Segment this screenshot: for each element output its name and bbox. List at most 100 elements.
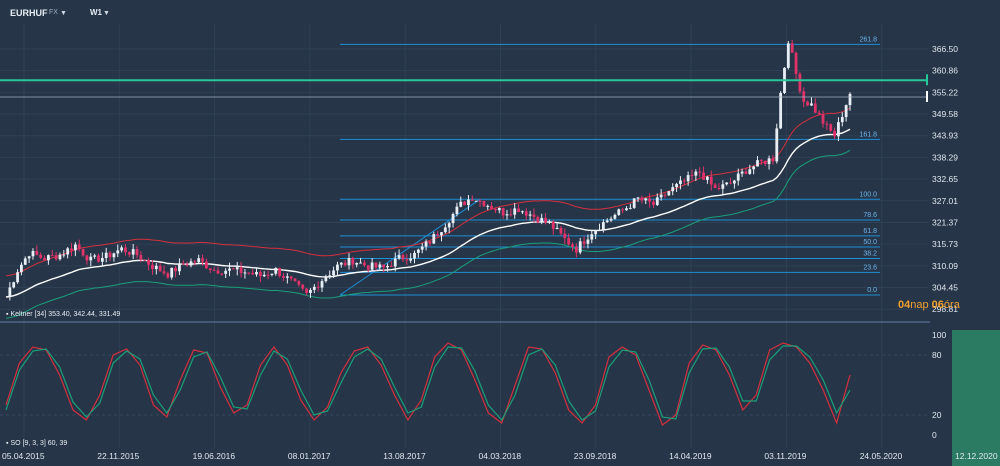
- stoch-k-line: [5, 342, 851, 426]
- candle-body: [81, 248, 85, 256]
- candle-body: [486, 205, 490, 207]
- date-tick-label: 04.03.2018: [479, 451, 522, 461]
- stochastic-oscillator: [0, 342, 930, 426]
- candle-body: [709, 176, 713, 185]
- candle-body: [667, 191, 671, 196]
- candle-body: [409, 258, 413, 261]
- caret-down-icon[interactable]: ▼: [60, 10, 67, 17]
- candle-body: [601, 222, 605, 230]
- candle-body: [752, 166, 756, 170]
- caret-down-icon[interactable]: ▼: [103, 10, 110, 17]
- candle-body: [810, 103, 813, 106]
- candle-body: [555, 227, 559, 230]
- fib-level-label: 0.0: [867, 287, 877, 294]
- candle-body: [77, 244, 81, 249]
- candle-body: [147, 260, 150, 265]
- candle-body: [85, 255, 89, 261]
- candle-body: [39, 254, 43, 258]
- candle-body: [220, 273, 224, 275]
- candle-body: [420, 246, 424, 250]
- candle-body: [582, 241, 586, 244]
- keltner-upper-value: 353.40: [48, 311, 70, 318]
- candle-body: [359, 262, 362, 264]
- keltner-upper-band: [5, 107, 851, 277]
- candle-body: [162, 271, 166, 274]
- candle-body: [436, 234, 440, 236]
- candle-body: [625, 208, 628, 211]
- price-tick-label: 315.73: [932, 239, 958, 249]
- candle-body: [540, 217, 544, 223]
- keltner-legend[interactable]: ▪ Keltner [34] 353.40, 342.44, 331.49: [6, 311, 121, 318]
- candle-body: [274, 267, 278, 274]
- candle-body: [8, 287, 12, 298]
- candle-body: [636, 197, 640, 199]
- timeframe-label[interactable]: W1: [90, 8, 102, 17]
- candle-body: [181, 263, 185, 265]
- candle-body: [185, 264, 189, 266]
- candle-body: [817, 112, 821, 115]
- candle-body: [382, 264, 386, 268]
- price-levels[interactable]: 358.37354.01: [0, 74, 952, 103]
- candle-body: [262, 274, 266, 277]
- candle-body: [544, 217, 547, 223]
- fib-level-label: 261.8: [859, 36, 877, 43]
- price-tick-label: 355.22: [932, 87, 958, 97]
- candle-body: [501, 207, 505, 216]
- candle-body: [517, 208, 520, 213]
- candle-body: [628, 207, 632, 209]
- candle-body: [100, 258, 104, 262]
- candle-body: [779, 92, 783, 129]
- source-label: FX: [49, 9, 58, 16]
- countdown-hours: 06: [931, 299, 944, 311]
- candle-body: [679, 180, 682, 184]
- price-tick-label: 338.29: [932, 152, 958, 162]
- fib-level-label: 61.8: [863, 228, 877, 235]
- fib-level-label: 38.2: [863, 250, 877, 257]
- candle-body: [702, 172, 705, 180]
- candle-body: [224, 270, 228, 274]
- candle-body: [405, 259, 409, 261]
- candle-body: [840, 117, 844, 123]
- candle-body: [235, 267, 239, 270]
- candle-body: [744, 171, 748, 174]
- date-tick-label: 22.11.2015: [97, 451, 139, 461]
- candle-body: [443, 227, 447, 233]
- candle-body: [574, 246, 578, 253]
- candle-body: [416, 249, 420, 253]
- price-tick-label: 310.09: [932, 261, 958, 271]
- stoch-d-line: [5, 345, 851, 422]
- candle-body: [521, 211, 524, 213]
- candle-body: [424, 241, 428, 247]
- candle-body: [513, 208, 517, 215]
- candle-body: [659, 194, 663, 198]
- candle-body: [713, 184, 717, 189]
- candle-body: [706, 176, 709, 180]
- candle-body: [470, 199, 474, 201]
- candle-body: [139, 255, 143, 260]
- fib-level-label: 50.0: [863, 239, 877, 246]
- stoch-tick-label: 20: [932, 410, 942, 420]
- candle-body: [347, 257, 351, 266]
- candle-body: [440, 232, 443, 236]
- candle-body: [729, 182, 732, 184]
- candle-body: [170, 267, 174, 278]
- candle-body: [166, 273, 170, 278]
- symbol-label[interactable]: EURHUF: [10, 8, 48, 18]
- price-tick-label: 327.01: [932, 196, 958, 206]
- stoch-legend[interactable]: ▪ SO [9, 3, 3] 60, 39: [6, 440, 67, 447]
- candle-body: [231, 268, 235, 270]
- candle-body: [451, 213, 455, 224]
- candle-body: [459, 201, 463, 207]
- candle-body: [35, 250, 39, 255]
- candle-body: [135, 249, 139, 256]
- candle-body: [205, 261, 208, 269]
- date-tick-label: 23.09.2018: [574, 451, 617, 461]
- fib-level-label: 78.6: [863, 212, 877, 219]
- candle-body: [50, 255, 54, 257]
- candle-body: [208, 268, 212, 270]
- candle-body: [282, 276, 285, 278]
- keltner-legend-icon: ▪: [6, 311, 9, 318]
- candle-body: [89, 256, 93, 261]
- price-tick-label: 304.45: [932, 283, 958, 293]
